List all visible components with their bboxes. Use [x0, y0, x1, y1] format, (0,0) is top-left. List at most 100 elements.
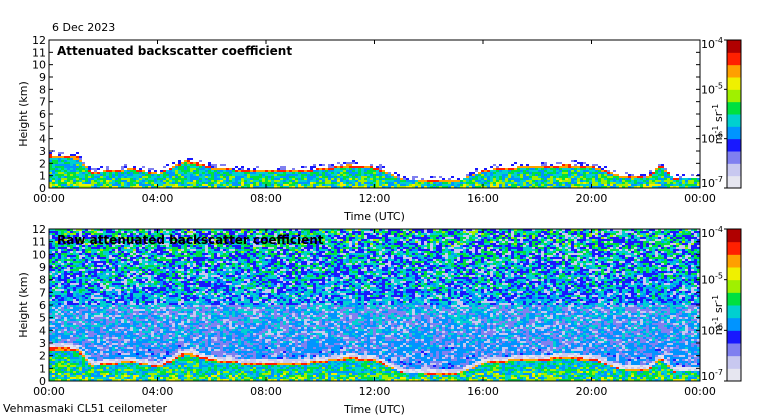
heatmap-cell	[130, 182, 133, 184]
heatmap-cell	[151, 359, 154, 361]
heatmap-cell	[664, 186, 667, 188]
heatmap-cell	[151, 241, 154, 243]
heatmap-cell	[91, 351, 94, 353]
heatmap-cell	[109, 365, 112, 367]
heatmap-cell	[307, 178, 310, 180]
heatmap-cell	[130, 301, 133, 303]
heatmap-cell	[109, 329, 112, 331]
heatmap-cell	[100, 363, 103, 365]
heatmap-cell	[97, 174, 100, 176]
heatmap-cell	[64, 259, 67, 261]
heatmap-cell	[91, 373, 94, 375]
heatmap-cell	[49, 313, 52, 315]
heatmap-cell	[100, 373, 103, 375]
heatmap-cell	[133, 241, 136, 243]
heatmap-cell	[124, 321, 127, 323]
heatmap-cell	[106, 375, 109, 377]
heatmap-cell	[88, 303, 91, 305]
heatmap-cell	[103, 277, 106, 279]
heatmap-cell	[544, 170, 547, 172]
heatmap-cell	[250, 184, 253, 186]
colorbar-swatch	[727, 86, 741, 90]
heatmap-cell	[508, 174, 511, 176]
heatmap-cell	[70, 186, 73, 188]
heatmap-cell	[103, 367, 106, 369]
heatmap-cell	[76, 176, 79, 178]
heatmap-cell	[91, 307, 94, 309]
heatmap-cell	[49, 345, 52, 347]
heatmap-cell	[103, 174, 106, 176]
heatmap-cell	[115, 359, 118, 361]
heatmap-cell	[214, 168, 217, 170]
heatmap-cell	[100, 166, 103, 168]
heatmap-cell	[133, 229, 136, 231]
heatmap-cell	[109, 367, 112, 369]
heatmap-cell	[556, 182, 559, 184]
heatmap-cell	[97, 178, 100, 180]
heatmap-cell	[154, 277, 157, 279]
heatmap-cell	[55, 353, 58, 355]
heatmap-cell	[49, 186, 52, 188]
heatmap-cell	[343, 186, 346, 188]
heatmap-cell	[103, 257, 106, 259]
heatmap-cell	[61, 261, 64, 263]
heatmap-cell	[133, 184, 136, 186]
heatmap-cell	[67, 331, 70, 333]
heatmap-cell	[364, 176, 367, 178]
heatmap-cell	[109, 263, 112, 265]
heatmap-cell	[283, 174, 286, 176]
heatmap-cell	[67, 371, 70, 373]
heatmap-cell	[70, 313, 73, 315]
heatmap-cell	[130, 267, 133, 269]
heatmap-cell	[148, 235, 151, 237]
heatmap-cell	[88, 349, 91, 351]
heatmap-cell	[121, 275, 124, 277]
heatmap-cell	[433, 186, 436, 188]
heatmap-cell	[196, 170, 199, 172]
heatmap-cell	[511, 170, 514, 172]
heatmap-cell	[613, 184, 616, 186]
heatmap-cell	[106, 289, 109, 291]
heatmap-cell	[127, 281, 130, 283]
heatmap-cell	[274, 172, 277, 174]
heatmap-cell	[244, 182, 247, 184]
heatmap-cell	[73, 371, 76, 373]
heatmap-cell	[106, 353, 109, 355]
heatmap-cell	[76, 279, 79, 281]
heatmap-cell	[85, 283, 88, 285]
heatmap-cell	[130, 176, 133, 178]
heatmap-cell	[67, 367, 70, 369]
heatmap-cell	[91, 339, 94, 341]
heatmap-cell	[79, 271, 82, 273]
heatmap-cell	[55, 377, 58, 379]
heatmap-cell	[76, 182, 79, 184]
heatmap-cell	[139, 229, 142, 231]
heatmap-cell	[142, 311, 145, 313]
heatmap-cell	[112, 301, 115, 303]
heatmap-cell	[115, 233, 118, 235]
heatmap-cell	[109, 243, 112, 245]
heatmap-cell	[139, 287, 142, 289]
heatmap-cell	[70, 327, 73, 329]
heatmap-cell	[163, 172, 166, 174]
heatmap-cell	[100, 231, 103, 233]
heatmap-cell	[148, 293, 151, 295]
heatmap-cell	[61, 285, 64, 287]
heatmap-cell	[145, 345, 148, 347]
heatmap-cell	[118, 297, 121, 299]
heatmap-cell	[106, 323, 109, 325]
heatmap-cell	[514, 172, 517, 174]
heatmap-cell	[478, 184, 481, 186]
heatmap-cell	[49, 239, 52, 241]
colorbar-swatch	[727, 52, 741, 56]
heatmap-cell	[121, 331, 124, 333]
heatmap-cell	[91, 297, 94, 299]
heatmap-cell	[154, 341, 157, 343]
heatmap-cell	[73, 158, 76, 160]
heatmap-cell	[472, 180, 475, 182]
heatmap-cell	[55, 281, 58, 283]
heatmap-cell	[58, 180, 61, 182]
heatmap-cell	[235, 180, 238, 182]
heatmap-cell	[118, 347, 121, 349]
heatmap-cell	[136, 343, 139, 345]
